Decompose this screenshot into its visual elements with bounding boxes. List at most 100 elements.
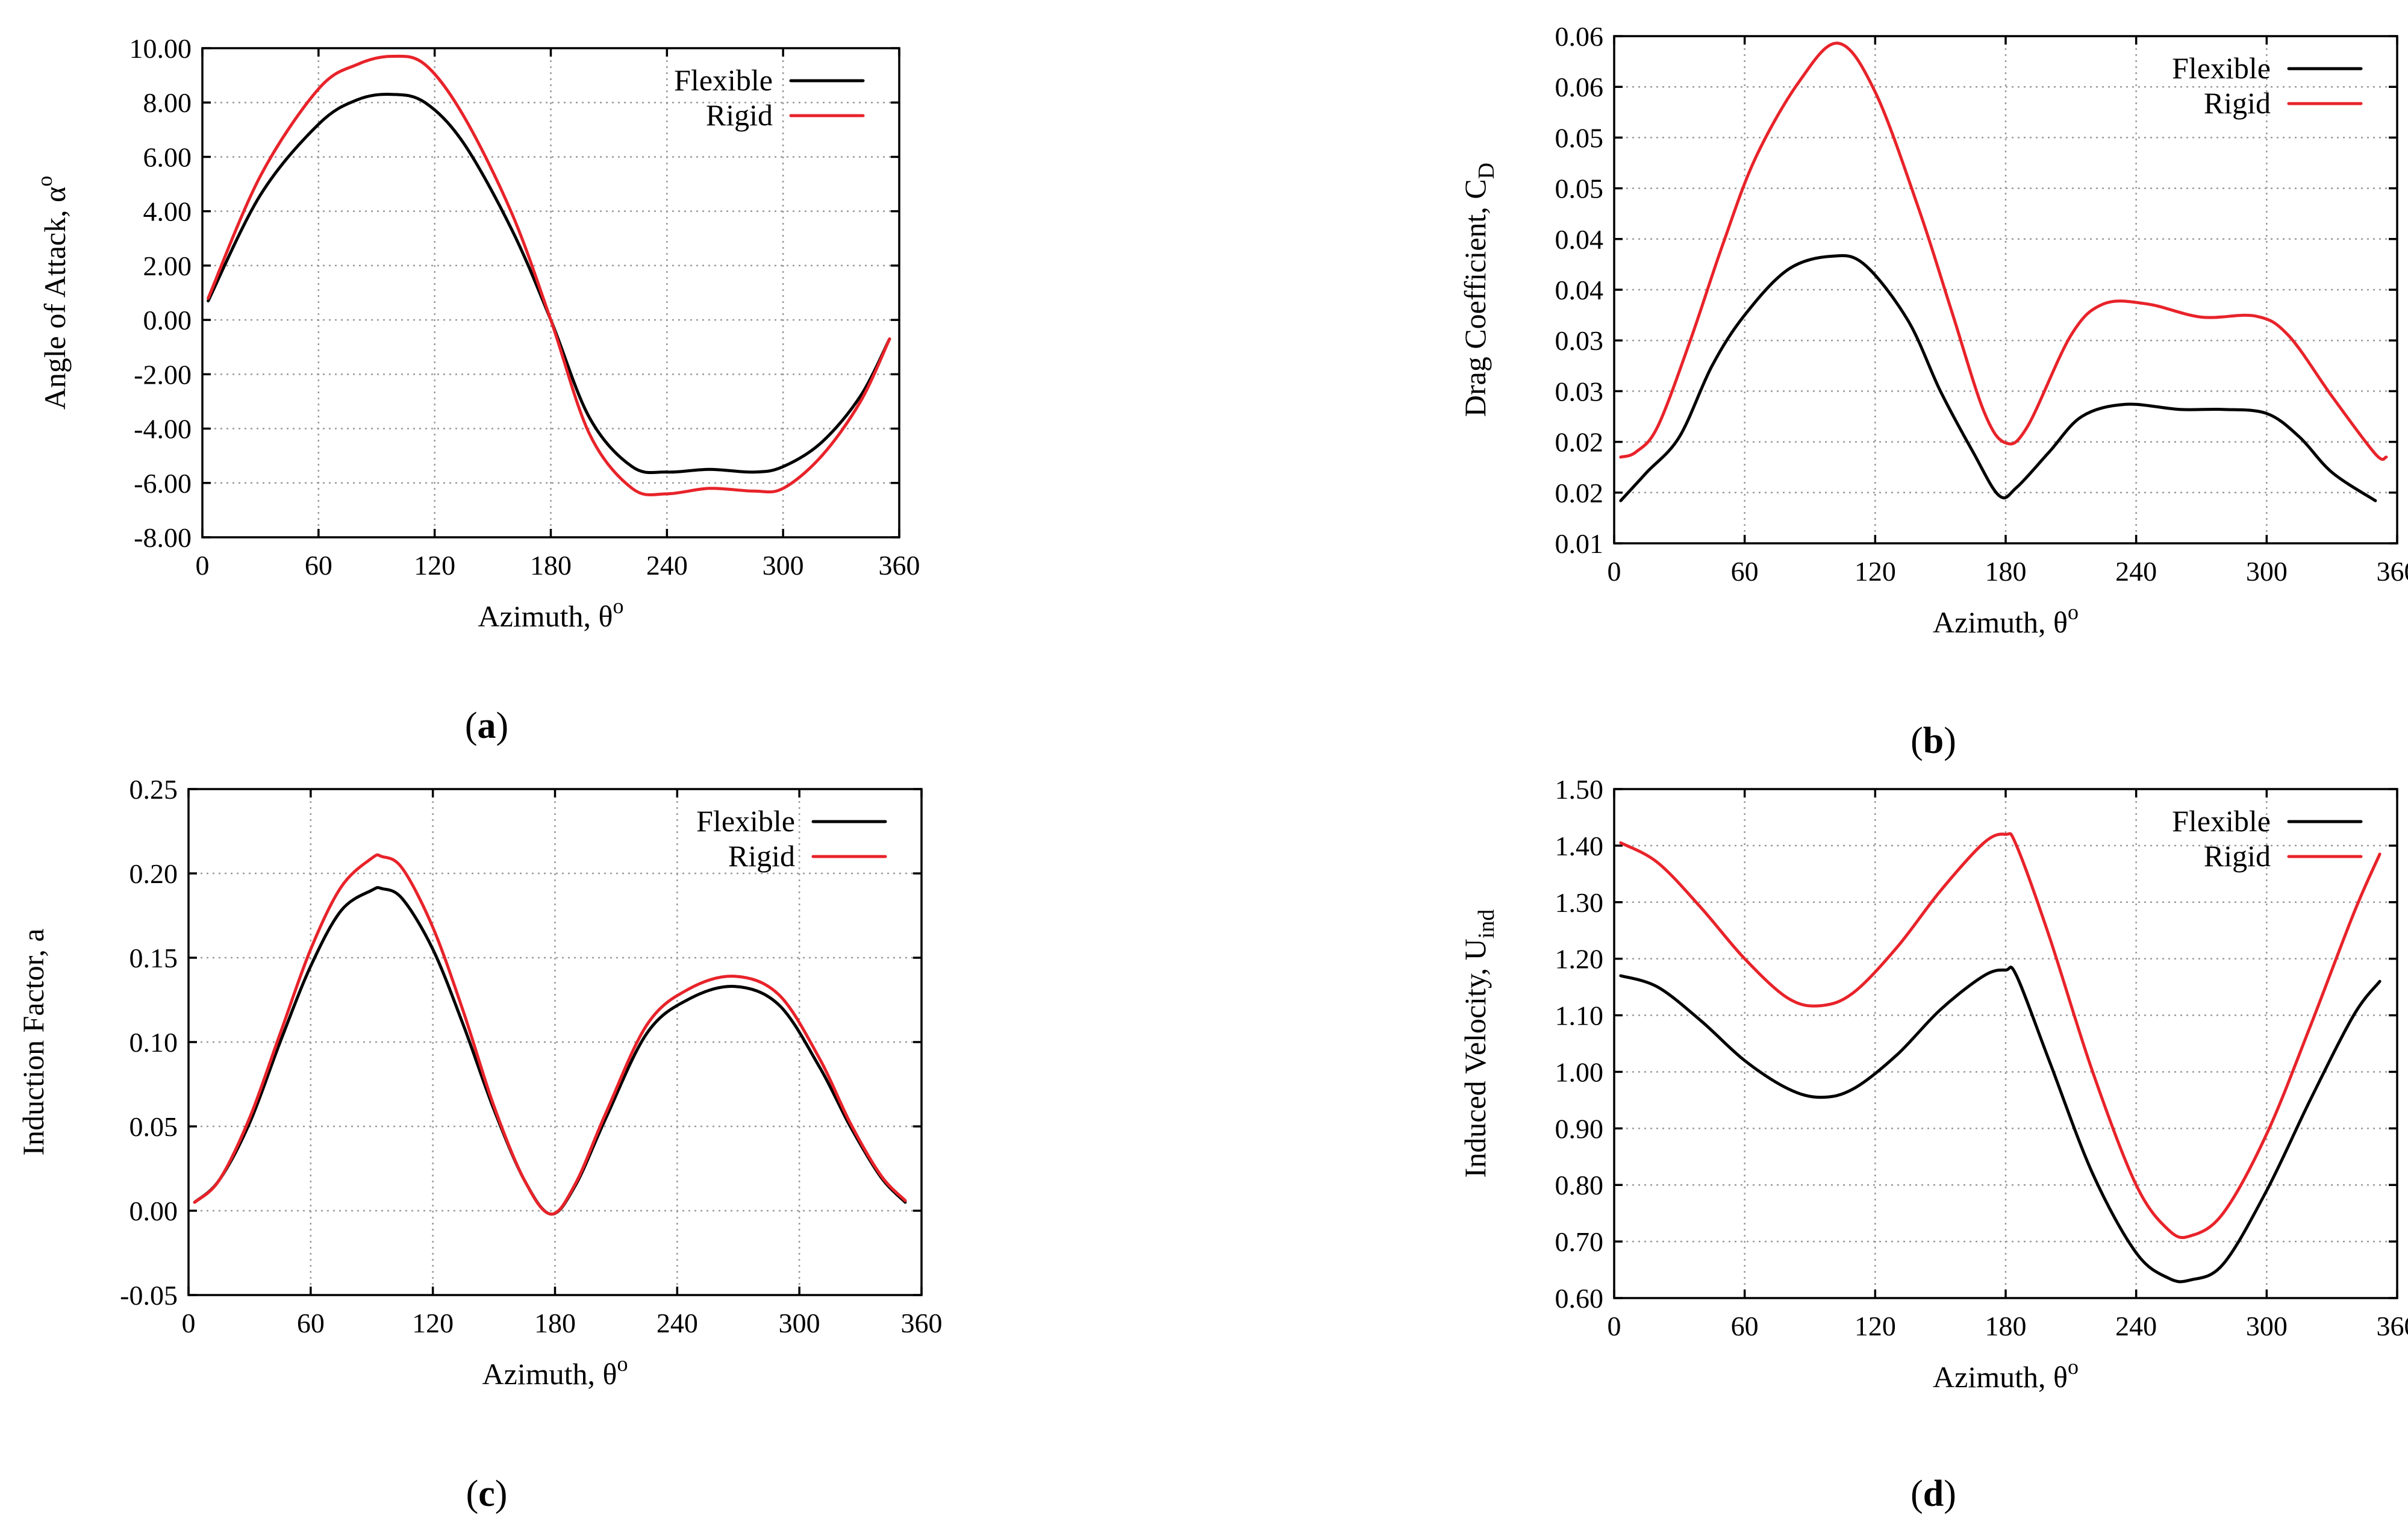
legend-label: Rigid [706,98,773,132]
y-axis-label: Induction Factor, a [16,928,50,1155]
y-tick-label: 0.05 [129,1111,178,1142]
caption-open: ( [465,705,478,746]
y-tick-label: 1.50 [1555,774,1604,805]
y-tick-label: -4.00 [134,414,192,445]
y-axis-label-sup: o [33,176,57,187]
legend-label: Flexible [2172,51,2271,85]
y-tick-label: -8.00 [134,522,192,553]
y-axis-label: Angle of Attack, αo [33,176,72,410]
series-line-flexible [1619,254,2377,502]
y-tick-label: 0.20 [129,858,178,889]
y-tick-label: 0.06 [1555,72,1604,102]
x-axis-label-text: Azimuth, θ [478,599,613,633]
y-tick-label: 2.00 [143,251,192,281]
caption-close: ) [495,1473,508,1514]
x-tick-label: 300 [779,1308,820,1338]
x-tick-label: 0 [182,1308,196,1338]
grid-d [1614,789,2397,1298]
y-tick-label: 0.02 [1555,478,1604,508]
caption-letter: c [478,1473,495,1514]
x-axis-label-sup: o [617,1352,628,1376]
panel-caption-d: (d) [1910,1473,1956,1514]
y-axis-label: Drag Coefficient, CD [1458,163,1499,417]
y-tick-label: 0.04 [1555,275,1604,305]
y-axis-label-text: Angle of Attack, α [38,187,72,410]
chart-panel-b: 0 60 120 180 240 300 360 0.01 0.02 0.02 0.03 0.03 0.… [1458,21,2408,761]
legend-label: Rigid [2204,86,2271,120]
y-axis-label-text: Induction Factor, a [16,928,50,1155]
y-tick-label: 0.03 [1555,376,1604,407]
x-tick-label: 240 [657,1308,698,1338]
y-tick-label: 6.00 [143,142,192,172]
x-tick-label: 180 [534,1308,576,1338]
x-axis-label-text: Azimuth, θ [1933,605,2068,639]
x-tick-label: 120 [1854,556,1896,587]
y-tick-label: 8.00 [143,87,192,118]
panel-caption-c: (c) [466,1473,508,1514]
x-tick-label: 0 [196,550,210,581]
y-tick-label: 0.03 [1555,325,1604,356]
y-axis-label-sub: D [1474,163,1499,179]
x-tick-label: 300 [763,550,804,581]
x-tick-label: 120 [1854,1311,1896,1341]
y-axis-label-text: Drag Coefficient, C [1458,179,1492,417]
x-tick-label: 360 [2377,1311,2408,1341]
caption-letter: a [478,705,496,746]
y-tick-label: 0.04 [1555,224,1604,255]
x-tick-label: 300 [2246,1311,2288,1341]
y-tick-label: -6.00 [134,468,192,499]
plot-frame [201,47,900,538]
y-axis-label-text: Induced Velocity, U [1458,938,1492,1178]
caption-open: ( [1910,1473,1923,1514]
x-tick-label: 0 [1608,1311,1621,1341]
series-line-rigid [207,54,891,497]
x-tick-label: 180 [530,550,572,581]
y-tick-label: 0.02 [1555,427,1604,458]
x-axis-label-text: Azimuth, θ [1933,1360,2068,1394]
legend-label: Rigid [2204,839,2271,873]
y-tick-label: 0.15 [129,943,178,973]
y-tick-label: 0.06 [1555,21,1604,52]
series-line-flexible [1619,966,2381,1284]
chart-panel-d: 0 60 120 180 240 300 360 0.60 0.70 0.80 0.90 1.00 1.… [1458,774,2408,1514]
caption-open: ( [1910,720,1923,761]
x-axis-label-sup: o [2068,1355,2079,1379]
chart-panel-c: 0 60 120 180 240 300 360 -0.05 0.00 0.05 0.10 0.15 0… [16,774,943,1514]
y-tick-label: 0.80 [1555,1170,1604,1200]
x-tick-label: 120 [414,550,455,581]
legend-label: Flexible [2172,804,2271,838]
chart-panel-a: 0 60 120 180 240 300 360 -8.00 -6.00 -4.00 -2.00 0.… [33,33,920,746]
x-axis-label-text: Azimuth, θ [482,1357,617,1391]
x-tick-label: 360 [879,550,920,581]
caption-letter: b [1923,720,1944,761]
x-tick-label: 240 [646,550,688,581]
x-tick-label: 60 [1731,556,1759,587]
y-tick-label: 1.20 [1555,944,1604,975]
x-tick-label: 360 [2377,556,2408,587]
x-axis-label-sup: o [2068,600,2079,624]
y-tick-label: 1.10 [1555,1001,1604,1031]
y-tick-label: 0.05 [1555,173,1604,204]
y-tick-label: 4.00 [143,196,192,227]
x-axis-label: Azimuth, θo [478,594,624,633]
panel-caption-b: (b) [1910,720,1956,761]
x-axis-label: Azimuth, θo [1933,600,2079,639]
y-tick-label: -2.00 [134,359,192,390]
legend-label: Flexible [696,804,795,838]
grid-a [202,48,899,537]
x-tick-label: 180 [1985,556,2027,587]
x-tick-label: 180 [1985,1311,2027,1341]
y-tick-label: 1.40 [1555,831,1604,861]
y-axis-label: Induced Velocity, Uind [1458,910,1499,1178]
y-axis-label-sub: ind [1474,910,1499,939]
y-tick-label: 0.00 [143,305,192,336]
series-line-rigid [1619,832,2381,1240]
y-tick-label: 0.10 [129,1027,178,1058]
caption-close: ) [496,705,509,746]
